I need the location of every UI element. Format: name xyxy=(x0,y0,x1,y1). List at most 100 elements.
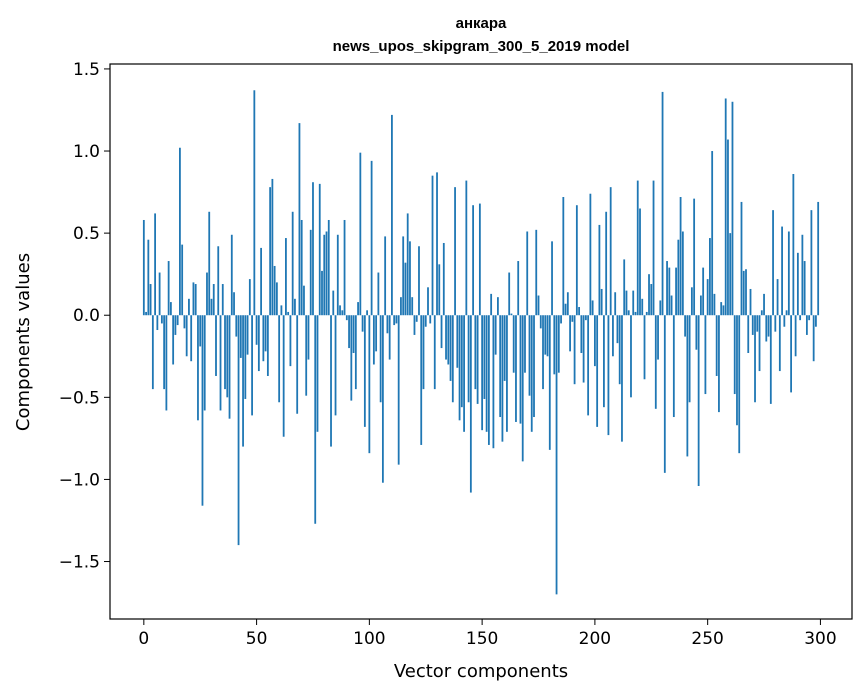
bar-31 xyxy=(212,284,215,316)
bar-100 xyxy=(368,315,371,454)
bar-276 xyxy=(765,315,768,342)
bar-104 xyxy=(377,272,380,316)
bar-172 xyxy=(530,315,533,432)
bar-15 xyxy=(176,315,179,326)
bar-256 xyxy=(720,302,723,316)
bar-138 xyxy=(454,187,456,316)
bar-178 xyxy=(544,315,547,355)
bar-152 xyxy=(485,315,488,432)
bar-291 xyxy=(799,315,802,321)
bar-127 xyxy=(429,315,432,324)
x-tick-label: 100 xyxy=(353,629,385,649)
bar-214 xyxy=(625,290,628,316)
bar-68 xyxy=(296,315,299,414)
bar-88 xyxy=(341,310,344,316)
bar-45 xyxy=(244,315,247,399)
bar-247 xyxy=(699,295,702,316)
bar-290 xyxy=(796,252,799,316)
bar-245 xyxy=(695,315,698,350)
bar-250 xyxy=(706,279,709,316)
bar-227 xyxy=(654,315,657,409)
bar-120 xyxy=(413,315,416,335)
bar-65 xyxy=(289,315,292,367)
bar-211 xyxy=(618,315,621,385)
bar-166 xyxy=(517,261,520,316)
bar-273 xyxy=(758,315,761,372)
bar-98 xyxy=(363,315,366,427)
bar-52 xyxy=(260,247,262,316)
bar-56 xyxy=(269,187,272,316)
bar-242 xyxy=(688,315,691,403)
bar-99 xyxy=(366,310,368,316)
bar-33 xyxy=(217,246,220,316)
bar-143 xyxy=(465,180,468,316)
bar-226 xyxy=(652,180,655,316)
y-tick-label: 1.5 xyxy=(73,60,100,80)
bar-124 xyxy=(422,315,425,390)
bar-96 xyxy=(359,152,362,316)
bar-213 xyxy=(623,259,626,316)
bar-244 xyxy=(693,198,696,316)
bar-239 xyxy=(681,231,684,316)
bar-142 xyxy=(463,315,465,432)
bar-182 xyxy=(553,315,556,375)
bar-59 xyxy=(275,282,278,316)
bar-80 xyxy=(323,234,326,316)
bar-112 xyxy=(395,315,398,324)
chart-subtitle: news_upos_skipgram_300_5_2019 model xyxy=(333,38,630,55)
bar-259 xyxy=(727,139,729,316)
bar-203 xyxy=(600,288,603,316)
bar-76 xyxy=(314,315,317,524)
bar-144 xyxy=(467,315,470,403)
bar-20 xyxy=(188,298,190,316)
x-tick-label: 300 xyxy=(804,629,836,649)
bar-101 xyxy=(370,160,373,316)
bar-248 xyxy=(702,267,705,316)
bar-11 xyxy=(167,261,170,316)
bar-30 xyxy=(210,298,213,316)
x-tick-label: 50 xyxy=(246,629,268,649)
bar-280 xyxy=(774,315,777,332)
bar-25 xyxy=(199,315,202,347)
bar-188 xyxy=(566,292,569,316)
bar-21 xyxy=(190,315,193,362)
bar-134 xyxy=(445,315,447,360)
bar-19 xyxy=(185,315,188,357)
bar-79 xyxy=(321,270,323,316)
bar-24 xyxy=(197,315,199,421)
bar-0 xyxy=(142,219,145,316)
bar-3 xyxy=(149,284,152,316)
y-axis-label: Components values xyxy=(13,253,34,431)
bar-51 xyxy=(257,315,260,372)
bar-121 xyxy=(415,315,418,322)
bar-111 xyxy=(393,315,396,326)
bar-139 xyxy=(456,315,459,368)
bar-42 xyxy=(237,315,240,546)
bar-156 xyxy=(494,315,497,355)
bar-208 xyxy=(612,315,614,357)
bar-29 xyxy=(208,211,211,316)
bar-287 xyxy=(790,315,792,393)
bar-209 xyxy=(614,292,617,316)
bar-179 xyxy=(546,315,549,357)
bar-271 xyxy=(754,315,756,403)
bar-174 xyxy=(535,229,538,316)
bar-63 xyxy=(285,238,287,316)
bar-299 xyxy=(817,201,820,316)
bar-50 xyxy=(255,315,258,345)
bar-18 xyxy=(183,315,186,329)
bar-133 xyxy=(442,242,445,316)
bar-154 xyxy=(490,293,493,316)
bar-36 xyxy=(224,315,226,390)
bar-106 xyxy=(381,315,384,483)
bar-28 xyxy=(206,272,208,316)
bar-89 xyxy=(343,219,346,316)
bar-82 xyxy=(327,219,330,316)
bar-193 xyxy=(578,307,580,316)
bar-118 xyxy=(409,241,411,316)
bar-58 xyxy=(273,265,276,316)
bar-153 xyxy=(487,315,490,445)
bar-275 xyxy=(763,293,765,316)
bar-176 xyxy=(539,315,542,329)
bar-137 xyxy=(451,315,454,403)
